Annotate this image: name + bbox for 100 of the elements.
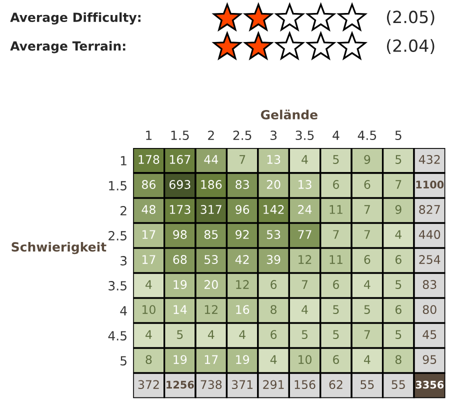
data-label: 371 <box>232 380 253 390</box>
data-label: 7 <box>364 205 370 214</box>
x-tick-label: 3 <box>270 130 277 140</box>
data-label: 6 <box>333 280 339 289</box>
data-label: 12 <box>204 305 218 314</box>
x-axis-title: Gelände <box>260 110 318 120</box>
data-label: 45 <box>422 330 436 340</box>
data-label: 6 <box>333 355 339 364</box>
data-label: 83 <box>236 180 249 189</box>
data-label: 6 <box>395 305 402 314</box>
text: Average Terrain: <box>10 41 126 54</box>
data-label: 5 <box>333 155 339 164</box>
data-label: 156 <box>294 380 316 390</box>
data-label: 6 <box>364 180 370 189</box>
data-label: 4 <box>302 305 308 314</box>
data-label: 20 <box>204 280 218 289</box>
x-tick-label: 2.5 <box>233 130 252 140</box>
data-label: 12 <box>298 255 312 264</box>
data-label: 8 <box>270 305 277 314</box>
data-label: 1256 <box>166 380 194 389</box>
data-label: 7 <box>364 230 370 239</box>
data-label: 16 <box>236 305 250 314</box>
data-label: 85 <box>204 230 218 239</box>
data-label: 4 <box>270 355 277 364</box>
data-label: 254 <box>419 255 440 264</box>
y-axis-title: Schwierigkeit <box>12 242 106 254</box>
y-tick-label: 3.5 <box>108 281 126 290</box>
data-label: 738 <box>200 380 222 390</box>
data-label: 5 <box>364 305 370 314</box>
data-label: 8 <box>146 355 152 364</box>
y-tick-label: 5 <box>120 356 126 366</box>
data-label: 4 <box>146 330 152 339</box>
text: (2.05) <box>386 10 434 26</box>
data-label: 92 <box>236 230 249 239</box>
data-label: 1100 <box>416 180 444 189</box>
data-label: 95 <box>422 355 436 364</box>
data-label: 4 <box>208 330 214 339</box>
data-label: 440 <box>418 230 440 239</box>
data-label: 42 <box>235 255 249 264</box>
y-tick-label: 1.5 <box>109 181 126 190</box>
x-tick-label: 1.5 <box>171 130 189 140</box>
data-label: 4 <box>302 155 308 164</box>
data-label: 13 <box>298 180 312 189</box>
data-label: 17 <box>204 355 218 364</box>
data-label: 142 <box>264 205 284 214</box>
data-label: 317 <box>200 205 222 214</box>
data-label: 9 <box>364 155 370 164</box>
data-label: 24 <box>298 205 312 214</box>
x-tick-label: 3.5 <box>296 130 314 140</box>
data-label: 4 <box>364 280 370 289</box>
x-tick-label: 2 <box>208 130 214 140</box>
data-label: 5 <box>333 330 339 340</box>
data-label: 372 <box>138 380 159 390</box>
data-label: 4 <box>146 280 152 289</box>
data-label: 11 <box>330 255 342 264</box>
data-label: 48 <box>142 205 156 214</box>
y-tick-label: 4 <box>120 306 127 316</box>
data-label: 12 <box>236 280 249 289</box>
y-tick-label: 1 <box>120 156 126 166</box>
data-label: 7 <box>364 330 370 339</box>
data-label: 77 <box>298 230 312 239</box>
y-tick-label: 3 <box>120 256 127 266</box>
data-label: 19 <box>236 355 250 364</box>
data-label: 86 <box>142 180 156 189</box>
y-tick-label: 4.5 <box>108 331 126 341</box>
data-label: 96 <box>236 205 250 214</box>
data-label: 7 <box>302 280 308 289</box>
text: (2.04) <box>386 39 434 54</box>
data-label: 11 <box>330 205 342 214</box>
data-label: 98 <box>173 230 187 239</box>
data-label: 178 <box>138 155 160 164</box>
data-label: 4 <box>364 355 370 364</box>
data-label: 14 <box>174 305 187 314</box>
data-label: 19 <box>174 280 187 289</box>
data-label: 62 <box>329 380 342 390</box>
data-label: 9 <box>395 205 402 214</box>
data-label: 7 <box>396 180 402 189</box>
data-label: 5 <box>177 330 183 340</box>
data-label: 8 <box>395 355 402 364</box>
data-label: 3356 <box>416 380 444 389</box>
data-label: 6 <box>333 180 339 189</box>
data-label: 83 <box>422 280 436 289</box>
x-tick-label: 5 <box>395 130 402 140</box>
data-label: 7 <box>333 230 339 239</box>
data-label: 39 <box>266 255 280 264</box>
data-label: 5 <box>302 330 308 340</box>
data-label: 4 <box>239 330 246 339</box>
data-label: 10 <box>298 355 312 364</box>
data-label: 6 <box>364 255 370 264</box>
data-label: 53 <box>204 255 218 264</box>
data-label: 19 <box>174 355 187 364</box>
data-label: 291 <box>263 380 284 390</box>
data-label: 10 <box>142 305 156 314</box>
data-label: 5 <box>396 155 402 164</box>
data-label: 55 <box>392 380 405 390</box>
data-label: 5 <box>333 305 339 314</box>
x-tick-label: 4.5 <box>358 130 376 140</box>
data-label: 17 <box>142 230 156 239</box>
data-label: 80 <box>422 305 436 314</box>
data-label: 4 <box>395 230 402 239</box>
